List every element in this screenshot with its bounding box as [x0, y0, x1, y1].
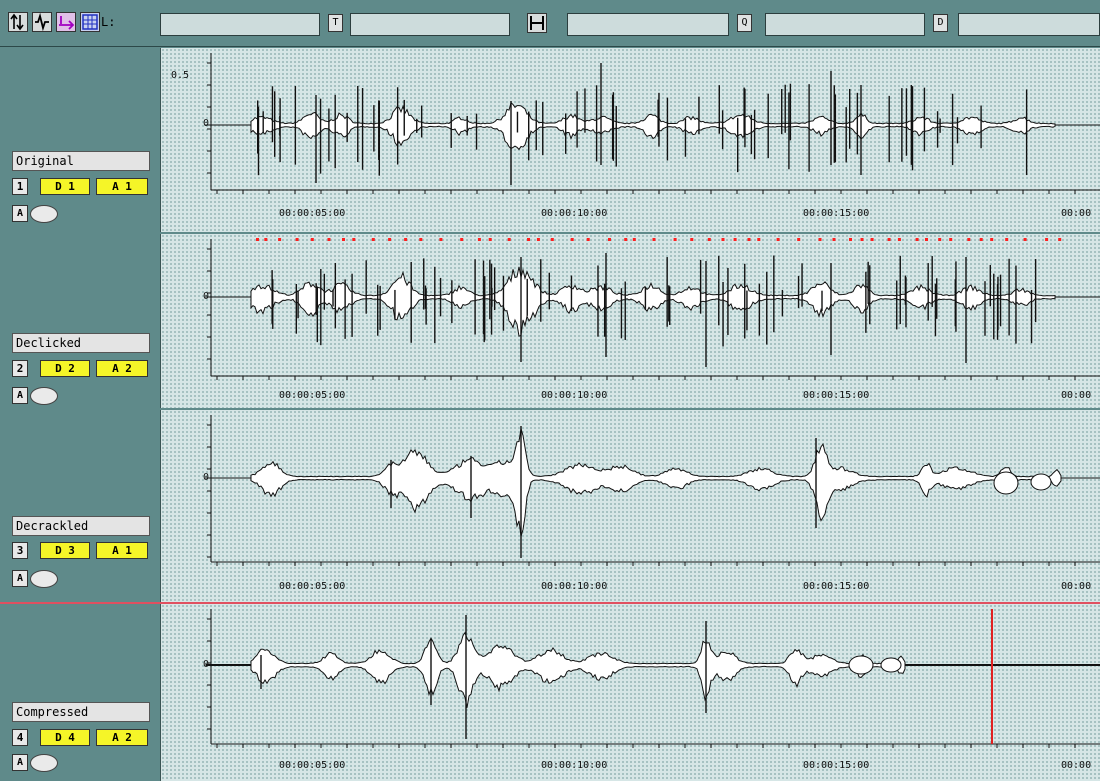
- track-controls: Compressed 4 D 4 A 2 A: [0, 604, 160, 781]
- track-compressed: Compressed 4 D 4 A 2 A 0 00:00:05:00 00:…: [0, 602, 1100, 781]
- timecode: 00:00:15:00: [803, 390, 870, 401]
- waveform-tool-icon[interactable]: [32, 12, 52, 32]
- amplitude-label: 0.5: [171, 70, 190, 81]
- waveform-display[interactable]: 0 00:00:05:00 00:00:10:00 00:00:15:00 00…: [160, 410, 1100, 602]
- track-controls: Decrackled 3 D 3 A 1 A: [0, 410, 160, 602]
- split-icon[interactable]: [8, 12, 28, 32]
- timecode: 00:00:05:00: [279, 208, 346, 219]
- record-toggle[interactable]: [30, 205, 58, 223]
- waveform-svg: [205, 53, 1100, 194]
- waveform-svg: [205, 238, 1100, 380]
- timecode: 00:00:10:00: [541, 208, 608, 219]
- timecode: 00:00: [1061, 208, 1092, 219]
- field-l-input[interactable]: [160, 13, 320, 36]
- track-number[interactable]: 3: [12, 542, 28, 559]
- field-t-input[interactable]: [350, 13, 510, 36]
- field-d-label: D: [933, 14, 948, 32]
- auto-button[interactable]: A: [12, 205, 28, 222]
- waveform-display[interactable]: 0.5 0 00:00:05:00 00:00:10:00 00:00:15:0…: [160, 48, 1100, 232]
- channel-tag[interactable]: A 1: [96, 542, 148, 559]
- device-tag[interactable]: D 1: [40, 178, 90, 195]
- device-tag[interactable]: D 4: [40, 729, 90, 746]
- timecode: 00:00:15:00: [803, 208, 870, 219]
- track-declicked: Declicked 2 D 2 A 2 A 0 00:00:05:00 00:0…: [0, 234, 1100, 408]
- waveform-svg: [205, 415, 1100, 566]
- toolbar: L: T Q D: [0, 0, 1100, 47]
- timecode: 00:00:05:00: [279, 760, 346, 771]
- track-name[interactable]: Compressed: [12, 702, 150, 722]
- grid-select-icon[interactable]: [80, 12, 100, 32]
- track-number[interactable]: 1: [12, 178, 28, 195]
- track-name[interactable]: Decrackled: [12, 516, 150, 536]
- track-name[interactable]: Declicked: [12, 333, 150, 353]
- record-toggle[interactable]: [30, 570, 58, 588]
- timecode: 00:00:10:00: [541, 581, 608, 592]
- waveform-display[interactable]: 0 00:00:05:00 00:00:10:00 00:00:15:00 00…: [160, 604, 1100, 781]
- timecode: 00:00:15:00: [803, 760, 870, 771]
- track-controls: Declicked 2 D 2 A 2 A: [0, 234, 160, 408]
- timecode: 00:00:15:00: [803, 581, 870, 592]
- track-decrackled: Decrackled 3 D 3 A 1 A 0 00:00:05:00 00:…: [0, 410, 1100, 602]
- auto-button[interactable]: A: [12, 387, 28, 404]
- channel-tag[interactable]: A 1: [96, 178, 148, 195]
- track-original: Original 1 D 1 A 1 A 0.5 0 00:00:05:00 0…: [0, 48, 1100, 232]
- waveform-display[interactable]: 0 00:00:05:00 00:00:10:00 00:00:15:00 00…: [160, 234, 1100, 408]
- arrows-icon[interactable]: [56, 12, 76, 32]
- field-l-label: L:: [101, 15, 116, 29]
- field-t-label: T: [328, 14, 343, 32]
- auto-button[interactable]: A: [12, 570, 28, 587]
- channel-tag[interactable]: A 2: [96, 360, 148, 377]
- field-d-input[interactable]: [958, 13, 1100, 36]
- timecode: 00:00:05:00: [279, 581, 346, 592]
- auto-button[interactable]: A: [12, 754, 28, 771]
- field-h-input[interactable]: [567, 13, 729, 36]
- timecode: 00:00: [1061, 760, 1092, 771]
- timecode: 00:00: [1061, 581, 1092, 592]
- device-tag[interactable]: D 2: [40, 360, 90, 377]
- device-tag[interactable]: D 3: [40, 542, 90, 559]
- zero-label: 0: [203, 118, 210, 129]
- channel-tag[interactable]: A 2: [96, 729, 148, 746]
- waveform-svg: [205, 609, 1100, 748]
- timecode: 00:00:10:00: [541, 390, 608, 401]
- field-q-input[interactable]: [765, 13, 925, 36]
- timecode: 00:00:05:00: [279, 390, 346, 401]
- timecode: 00:00:10:00: [541, 760, 608, 771]
- track-name[interactable]: Original: [12, 151, 150, 171]
- track-number[interactable]: 4: [12, 729, 28, 746]
- timecode: 00:00: [1061, 390, 1092, 401]
- track-controls: Original 1 D 1 A 1 A: [0, 48, 160, 232]
- bracket-icon[interactable]: [527, 13, 547, 33]
- field-q-label: Q: [737, 14, 752, 32]
- track-number[interactable]: 2: [12, 360, 28, 377]
- record-toggle[interactable]: [30, 387, 58, 405]
- record-toggle[interactable]: [30, 754, 58, 772]
